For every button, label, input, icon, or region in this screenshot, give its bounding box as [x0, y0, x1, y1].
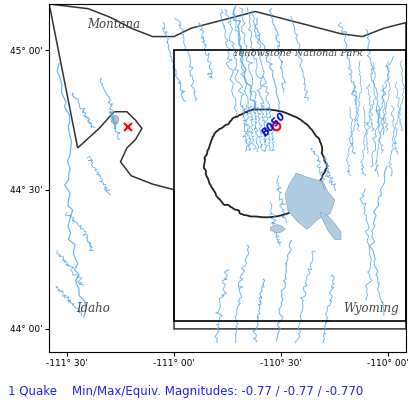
Polygon shape — [319, 212, 340, 240]
Text: B050: B050 — [259, 110, 287, 138]
Text: Yellowstone National Park: Yellowstone National Park — [233, 49, 362, 58]
Text: Montana: Montana — [87, 18, 140, 31]
Polygon shape — [110, 115, 119, 124]
Polygon shape — [270, 224, 285, 233]
Polygon shape — [49, 4, 405, 352]
Polygon shape — [49, 4, 405, 329]
Bar — [173, 50, 405, 321]
Polygon shape — [284, 173, 334, 229]
Text: Wyoming: Wyoming — [342, 302, 398, 315]
Polygon shape — [203, 110, 326, 217]
Text: 1 Quake    Min/Max/Equiv. Magnitudes: -0.77 / -0.77 / -0.770: 1 Quake Min/Max/Equiv. Magnitudes: -0.77… — [8, 385, 362, 398]
Text: Idaho: Idaho — [76, 302, 109, 315]
